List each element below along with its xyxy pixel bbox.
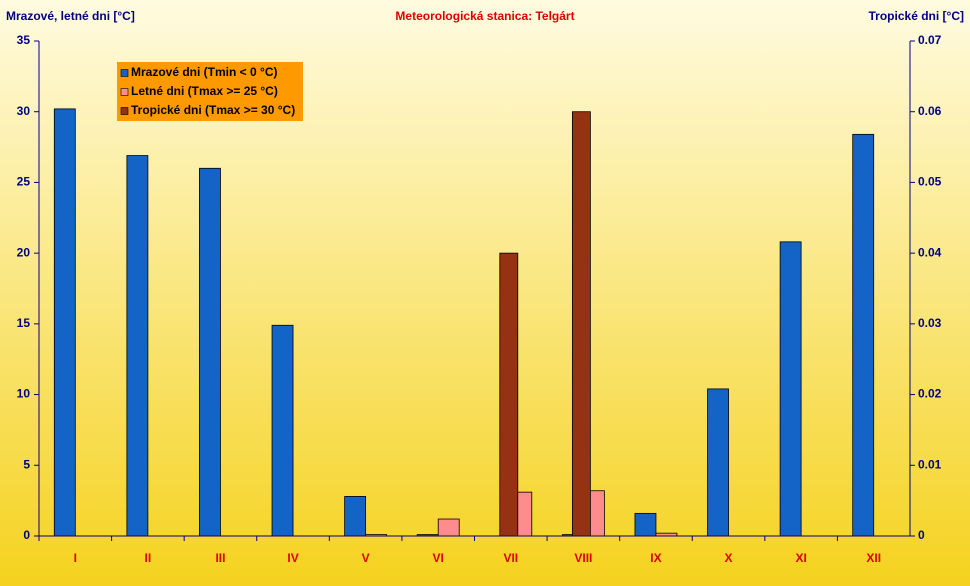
legend-label: Tropické dni (Tmax >= 30 °C) (131, 103, 295, 117)
bar (437, 518, 460, 537)
x-tick-label: IV (287, 551, 298, 565)
bar (126, 155, 149, 537)
y-tick-label: 10 (17, 387, 31, 401)
x-tick-label: II (145, 551, 152, 565)
legend-box (117, 62, 303, 121)
y2-tick-label: 0.02 (918, 387, 942, 401)
y2-tick-label: 0.03 (918, 316, 942, 330)
y2-tick-label: 0.01 (918, 457, 942, 471)
y-axis-label: Mrazové, letné dni [°C] (6, 9, 135, 23)
y2-axis-label: Tropické dni [°C] (869, 9, 964, 23)
bar (634, 512, 657, 537)
chart-title: Meteorologická stanica: Telgárt (395, 9, 574, 23)
y-tick-label: 15 (17, 316, 31, 330)
x-tick-label: V (362, 551, 370, 565)
bar (852, 133, 875, 537)
y2-tick-label: 0 (918, 528, 925, 542)
x-tick-label: IX (650, 551, 661, 565)
bar (499, 252, 519, 537)
y2-tick-label: 0.06 (918, 104, 942, 118)
y2-tick-label: 0.05 (918, 175, 942, 189)
legend-label: Mrazové dni (Tmin < 0 °C) (131, 65, 277, 79)
y-tick-label: 5 (23, 457, 30, 471)
x-tick-label: VI (433, 551, 444, 565)
y-tick-label: 20 (17, 245, 31, 259)
y-tick-label: 25 (17, 175, 31, 189)
x-tick-label: XI (795, 551, 806, 565)
y-tick-label: 0 (23, 528, 30, 542)
y2-tick-label: 0.04 (918, 245, 942, 259)
bar (707, 388, 729, 537)
x-tick-label: XII (866, 551, 881, 565)
y2-tick-label: 0.07 (918, 33, 942, 47)
x-tick-label: X (725, 551, 733, 565)
bar (779, 241, 802, 537)
x-tick-label: VIII (574, 551, 592, 565)
legend-swatch (120, 88, 129, 96)
y-tick-label: 35 (17, 33, 31, 47)
legend-swatch (120, 69, 129, 77)
bar (199, 167, 221, 537)
x-tick-label: I (74, 551, 77, 565)
bar (571, 111, 591, 537)
legend-label: Letné dni (Tmax >= 25 °C) (131, 84, 278, 98)
bar (53, 108, 76, 537)
legend-swatch (120, 107, 129, 115)
bar (344, 495, 367, 537)
x-tick-label: III (215, 551, 225, 565)
bar (271, 324, 294, 537)
x-tick-label: VII (503, 551, 518, 565)
y-tick-label: 30 (17, 104, 31, 118)
